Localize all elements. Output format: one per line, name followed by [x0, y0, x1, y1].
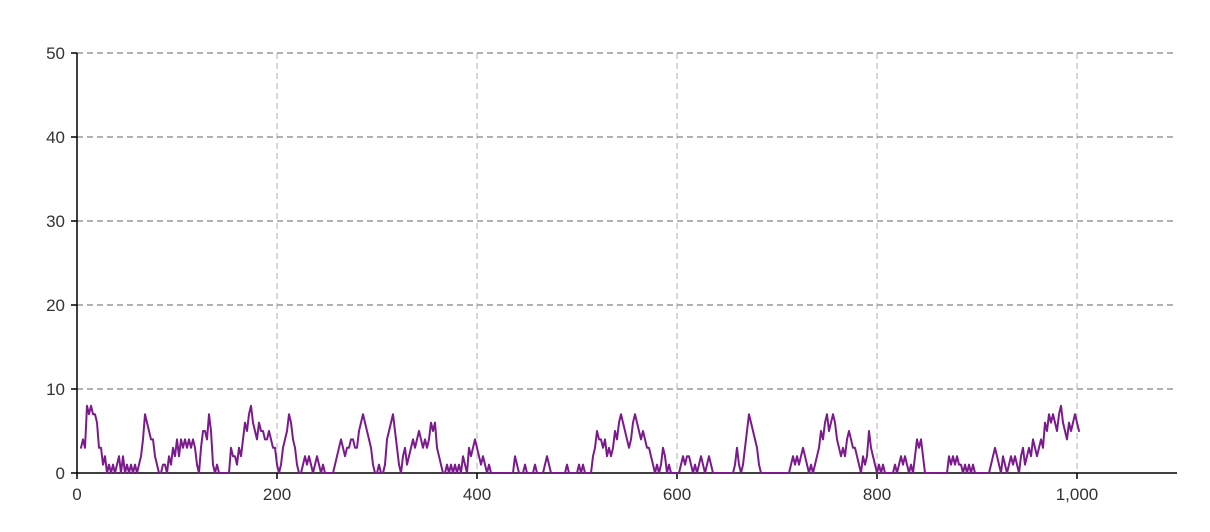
x-tick-label: 800	[863, 485, 891, 504]
tick-labels: 0 200 400 600 800 1,000 0 10 20 30 40 50	[46, 44, 1098, 504]
x-tick-label: 600	[663, 485, 691, 504]
series-group	[80, 404, 1080, 474]
axes	[71, 52, 1177, 479]
x-tick-label: 400	[463, 485, 491, 504]
grid-lines	[77, 52, 1177, 473]
x-tick-label: 0	[72, 485, 81, 504]
y-tick-label: 20	[46, 296, 65, 315]
y-tick-label: 30	[46, 212, 65, 231]
x-tick-label: 1,000	[1056, 485, 1099, 504]
y-tick-label: 0	[56, 464, 65, 483]
y-tick-label: 10	[46, 380, 65, 399]
series-line	[80, 404, 1080, 474]
y-tick-label: 50	[46, 44, 65, 63]
x-tick-label: 200	[263, 485, 291, 504]
y-tick-label: 40	[46, 128, 65, 147]
